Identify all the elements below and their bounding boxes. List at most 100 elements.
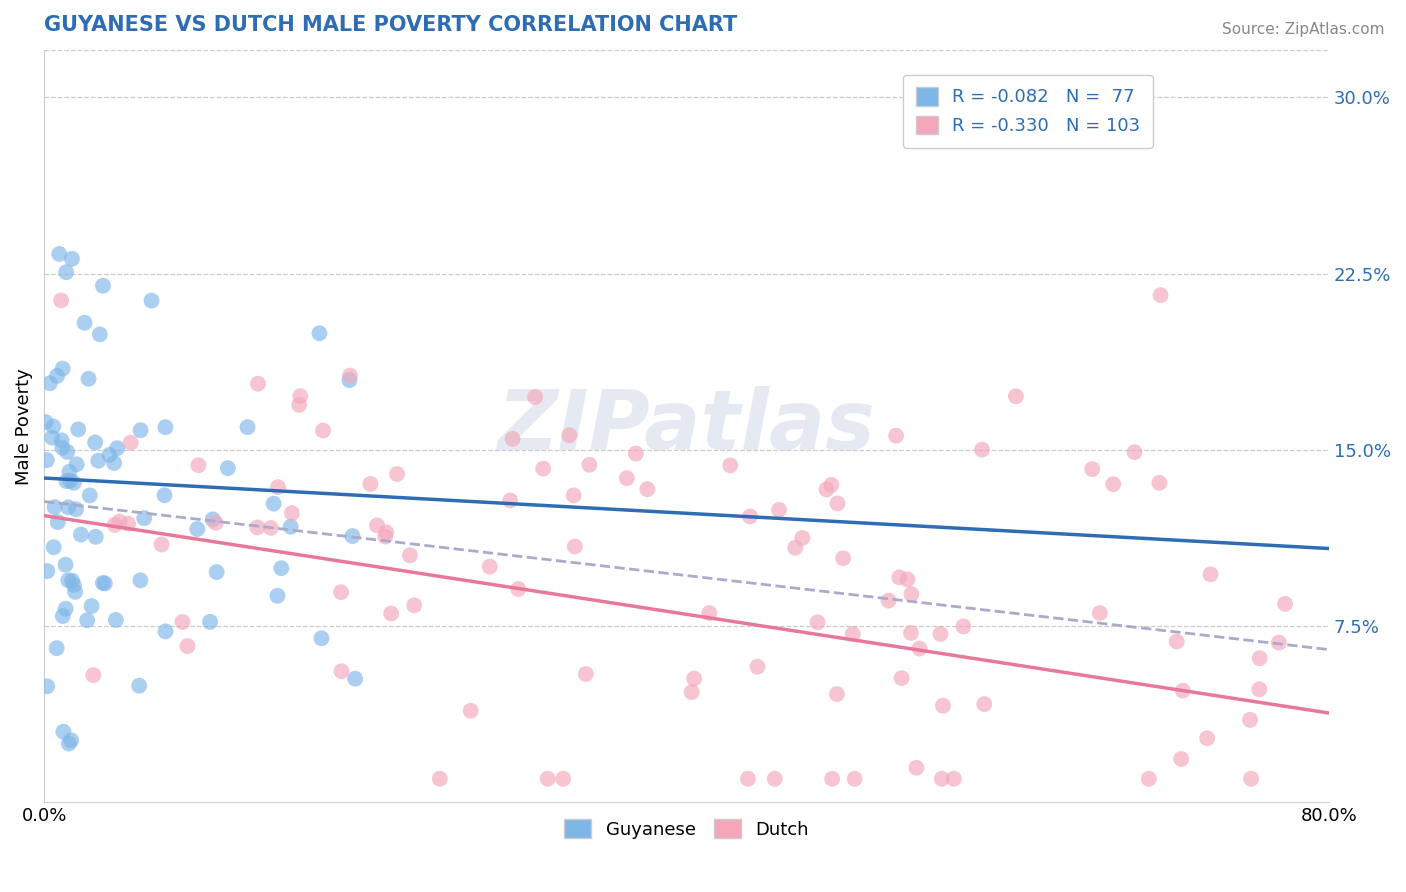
Point [970, 442, 993, 457]
Point [263, 497, 285, 511]
Point [558, 428, 581, 442]
Point [120, 435, 142, 450]
Point [155, 624, 177, 639]
Point [399, 549, 422, 563]
Point [91, 278, 114, 293]
Point [60, 733, 83, 747]
Point [537, 772, 560, 786]
Point [45, 641, 67, 656]
Point [129, 423, 152, 437]
Point [330, 585, 353, 599]
Point [77, 372, 100, 386]
Point [1171, 683, 1194, 698]
Point [842, 627, 865, 641]
Point [877, 593, 900, 607]
Point [1268, 635, 1291, 649]
Point [155, 420, 177, 434]
Point [290, 389, 312, 403]
Y-axis label: Male Poverty: Male Poverty [15, 368, 32, 484]
Point [52, 361, 75, 376]
Point [932, 698, 955, 713]
Point [38, 376, 60, 391]
Point [636, 482, 658, 496]
Text: GUYANESE VS DUTCH MALE POVERTY CORRELATION CHART: GUYANESE VS DUTCH MALE POVERTY CORRELATI… [44, 15, 737, 35]
Point [79, 488, 101, 502]
Point [217, 461, 239, 475]
Point [58, 465, 80, 479]
Point [562, 488, 585, 502]
Point [35, 453, 58, 467]
Point [1240, 772, 1263, 786]
Point [58, 737, 80, 751]
Point [42, 419, 65, 434]
Point [46, 515, 69, 529]
Point [46, 368, 69, 383]
Point [460, 704, 482, 718]
Point [129, 574, 152, 588]
Point [58, 500, 80, 515]
Point [929, 627, 952, 641]
Point [128, 679, 150, 693]
Point [41, 431, 63, 445]
Point [342, 529, 364, 543]
Point [718, 458, 741, 473]
Point [186, 522, 208, 536]
Point [246, 376, 269, 391]
Point [564, 540, 586, 554]
Point [51, 434, 73, 448]
Point [624, 446, 647, 460]
Point [141, 293, 163, 308]
Point [176, 639, 198, 653]
Point [1249, 682, 1271, 697]
Point [84, 530, 107, 544]
Point [908, 641, 931, 656]
Point [98, 448, 121, 462]
Point [204, 516, 226, 530]
Point [524, 390, 547, 404]
Point [366, 518, 388, 533]
Point [63, 475, 86, 490]
Point [49, 293, 72, 308]
Point [404, 599, 426, 613]
Point [1088, 606, 1111, 620]
Point [502, 432, 524, 446]
Point [103, 456, 125, 470]
Point [312, 424, 335, 438]
Legend: Guyanese, Dutch: Guyanese, Dutch [557, 812, 815, 846]
Point [683, 672, 706, 686]
Point [52, 724, 75, 739]
Point [374, 530, 396, 544]
Point [58, 573, 80, 587]
Point [890, 671, 912, 685]
Point [807, 615, 830, 630]
Point [44, 500, 66, 515]
Point [737, 772, 759, 786]
Point [65, 502, 87, 516]
Point [108, 515, 131, 529]
Point [87, 454, 110, 468]
Point [80, 599, 103, 613]
Point [900, 626, 922, 640]
Point [1149, 288, 1171, 302]
Point [66, 457, 89, 471]
Point [150, 537, 173, 551]
Point [105, 441, 128, 455]
Point [59, 474, 82, 488]
Point [52, 609, 75, 624]
Point [266, 589, 288, 603]
Point [67, 422, 90, 436]
Point [270, 561, 292, 575]
Point [56, 445, 79, 459]
Point [311, 632, 333, 646]
Point [825, 687, 848, 701]
Point [70, 527, 93, 541]
Point [55, 558, 77, 572]
Point [575, 667, 598, 681]
Point [499, 493, 522, 508]
Point [55, 474, 77, 488]
Point [768, 503, 790, 517]
Point [1005, 389, 1028, 403]
Point [942, 772, 965, 786]
Point [330, 665, 353, 679]
Point [1170, 752, 1192, 766]
